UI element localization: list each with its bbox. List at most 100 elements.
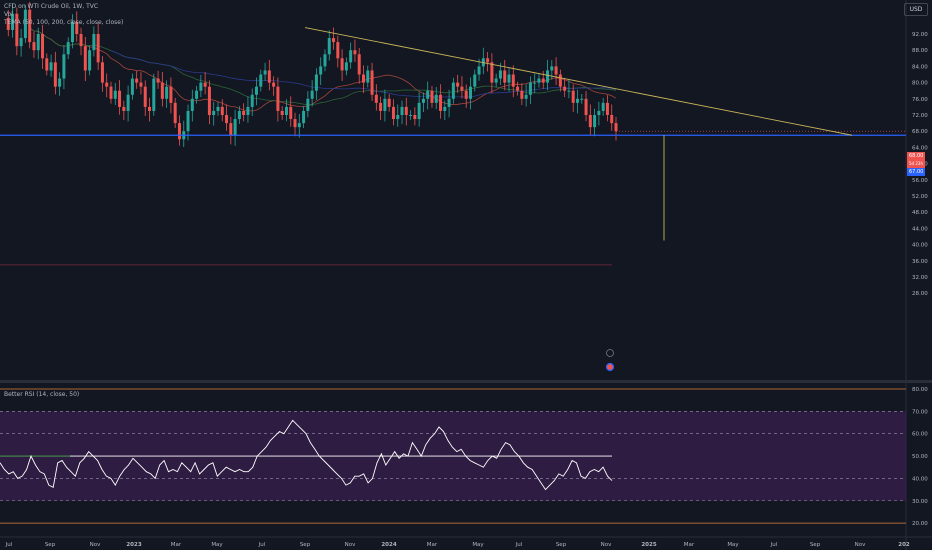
time-tick-label: Jul xyxy=(5,542,13,548)
candle-body xyxy=(524,94,528,99)
candle-body xyxy=(614,123,618,132)
candle-body xyxy=(344,62,348,71)
candle-body xyxy=(199,82,203,91)
time-tick-label: Jul xyxy=(258,542,266,548)
candle-body xyxy=(135,78,139,83)
candle-body xyxy=(400,106,404,115)
price-tick-label: 56.00 xyxy=(912,178,928,184)
candle-body xyxy=(554,66,558,75)
volume-label[interactable]: Vol xyxy=(4,11,13,18)
price-tick-label: 76.00 xyxy=(912,97,928,103)
time-tick-label: Sep xyxy=(300,542,311,548)
candle-body xyxy=(558,74,562,87)
price-tick-label: 84.00 xyxy=(912,64,928,70)
candle-body xyxy=(195,90,199,99)
tema-line-1 xyxy=(29,27,617,112)
candle-body xyxy=(494,78,498,83)
candle-body xyxy=(340,58,344,71)
candle-body xyxy=(293,119,297,128)
candle-body xyxy=(443,106,447,111)
candle-body xyxy=(490,62,494,83)
candle-body xyxy=(190,98,194,111)
time-tick-label: May xyxy=(211,542,223,548)
event-marker-icon xyxy=(606,349,614,357)
candle-body xyxy=(276,86,280,111)
candle-body xyxy=(580,98,584,100)
candle-body xyxy=(593,115,597,128)
candle-body xyxy=(563,86,567,91)
candle-body xyxy=(460,86,464,91)
candle-body xyxy=(477,66,481,75)
candle-body xyxy=(327,38,331,55)
candle-body xyxy=(421,98,425,103)
candle-body xyxy=(511,74,515,87)
candle-body xyxy=(126,94,130,111)
candle-body xyxy=(404,106,408,115)
candle-body xyxy=(242,110,246,115)
rsi-pane-label[interactable]: Better RSI (14, close, 50) xyxy=(4,391,80,398)
candle-body xyxy=(32,42,36,51)
candle-body xyxy=(96,34,100,63)
candle-body xyxy=(434,94,438,103)
candle-body xyxy=(45,58,49,71)
price-tick-label: 32.00 xyxy=(912,275,928,281)
candle-body xyxy=(464,90,468,99)
candle-body xyxy=(156,78,160,83)
time-tick-label: 2023 xyxy=(126,542,141,548)
candle-body xyxy=(374,94,378,103)
time-tick-label: Mar xyxy=(171,542,182,548)
candle-body xyxy=(430,90,434,103)
candle-body xyxy=(152,78,156,111)
candle-body xyxy=(357,54,361,75)
time-tick-label: 202 xyxy=(898,542,910,548)
candle-body xyxy=(177,123,181,140)
candle-body xyxy=(225,115,229,124)
candle-body xyxy=(118,90,122,107)
time-tick-label: Jul xyxy=(770,542,778,548)
candle-body xyxy=(284,106,288,115)
candle-body xyxy=(143,86,147,107)
candle-body xyxy=(255,86,259,95)
candle-body xyxy=(567,90,571,92)
time-tick-label: Nov xyxy=(601,542,612,548)
candle-body xyxy=(302,110,306,124)
candle-body xyxy=(75,21,79,34)
currency-button[interactable]: USD xyxy=(904,3,928,16)
indicator-label[interactable]: TEMA (50, 100, 200, close, close, close) xyxy=(4,19,124,26)
candle-body xyxy=(83,46,87,71)
candle-body xyxy=(597,110,601,115)
price-tick-label: 48.00 xyxy=(912,210,928,216)
rsi-tick-label: 70.00 xyxy=(912,409,928,415)
price-tick-label: 52.00 xyxy=(912,194,928,200)
candle-body xyxy=(19,38,23,47)
candle-body xyxy=(379,102,383,111)
price-tick-label: 72.00 xyxy=(912,113,928,119)
price-tick-label: 88.00 xyxy=(912,48,928,54)
candle-body xyxy=(88,50,92,71)
candle-body xyxy=(306,98,310,111)
candle-body xyxy=(212,110,216,115)
rsi-tick-label: 40.00 xyxy=(912,476,928,482)
time-tick-label: Sep xyxy=(45,542,56,548)
candle-body xyxy=(571,90,575,103)
tema-line-2 xyxy=(29,27,617,106)
rsi-tick-label: 80.00 xyxy=(912,387,928,393)
candle-body xyxy=(486,58,490,63)
price-tick-label: 44.00 xyxy=(912,226,928,232)
time-tick-label: Nov xyxy=(855,542,866,548)
price-tick-label: 68.00 xyxy=(912,129,928,135)
countdown-badge: 5d 23h xyxy=(907,160,925,168)
candle-body xyxy=(314,74,318,91)
candle-body xyxy=(533,82,537,84)
candle-body xyxy=(280,110,284,115)
candle-body xyxy=(323,54,327,67)
symbol-title[interactable]: CFD on WTI Crude Oil, 1W, TVC xyxy=(4,3,99,10)
rsi-line xyxy=(0,419,613,491)
candle-body xyxy=(588,115,592,128)
flag-marker-icon xyxy=(605,362,615,372)
time-tick-label: Jul xyxy=(515,542,523,548)
candle-body xyxy=(100,62,104,83)
time-tick-label: May xyxy=(727,542,739,548)
candle-body xyxy=(62,54,66,79)
